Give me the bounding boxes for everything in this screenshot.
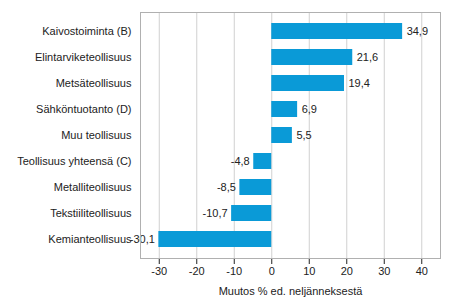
svg-text:Tekstiiliteollisuus: Tekstiiliteollisuus <box>50 207 132 219</box>
svg-text:-4,8: -4,8 <box>231 155 250 167</box>
svg-text:20: 20 <box>341 265 353 277</box>
svg-text:Elintarviketeollisuus: Elintarviketeollisuus <box>35 51 132 63</box>
svg-text:-8,5: -8,5 <box>217 181 236 193</box>
svg-text:-30: -30 <box>151 265 167 277</box>
svg-text:30: 30 <box>378 265 390 277</box>
svg-text:Sähköntuotanto (D): Sähköntuotanto (D) <box>36 103 131 115</box>
svg-text:Metsäteollisuus: Metsäteollisuus <box>56 77 132 89</box>
svg-text:10: 10 <box>303 265 315 277</box>
svg-text:Teollisuus yhteensä (C): Teollisuus yhteensä (C) <box>17 155 131 167</box>
svg-text:Muu teollisuus: Muu teollisuus <box>61 129 132 141</box>
svg-text:40: 40 <box>416 265 428 277</box>
svg-text:-10: -10 <box>226 265 242 277</box>
svg-text:-30,1: -30,1 <box>130 233 155 245</box>
svg-text:Kemianteollisuus: Kemianteollisuus <box>48 233 132 245</box>
svg-text:-10,7: -10,7 <box>203 207 228 219</box>
svg-text:19,4: 19,4 <box>349 77 370 89</box>
svg-text:5,5: 5,5 <box>296 129 311 141</box>
svg-text:Kaivostoiminta (B): Kaivostoiminta (B) <box>42 25 131 37</box>
svg-text:21,6: 21,6 <box>357 51 378 63</box>
svg-text:Metalliteollisuus: Metalliteollisuus <box>54 181 132 193</box>
svg-text:-20: -20 <box>189 265 205 277</box>
svg-text:0: 0 <box>269 265 275 277</box>
svg-text:6,9: 6,9 <box>302 103 317 115</box>
svg-text:34,9: 34,9 <box>407 25 428 37</box>
svg-text:Muutos % ed. neljänneksestä: Muutos % ed. neljänneksestä <box>219 285 364 297</box>
